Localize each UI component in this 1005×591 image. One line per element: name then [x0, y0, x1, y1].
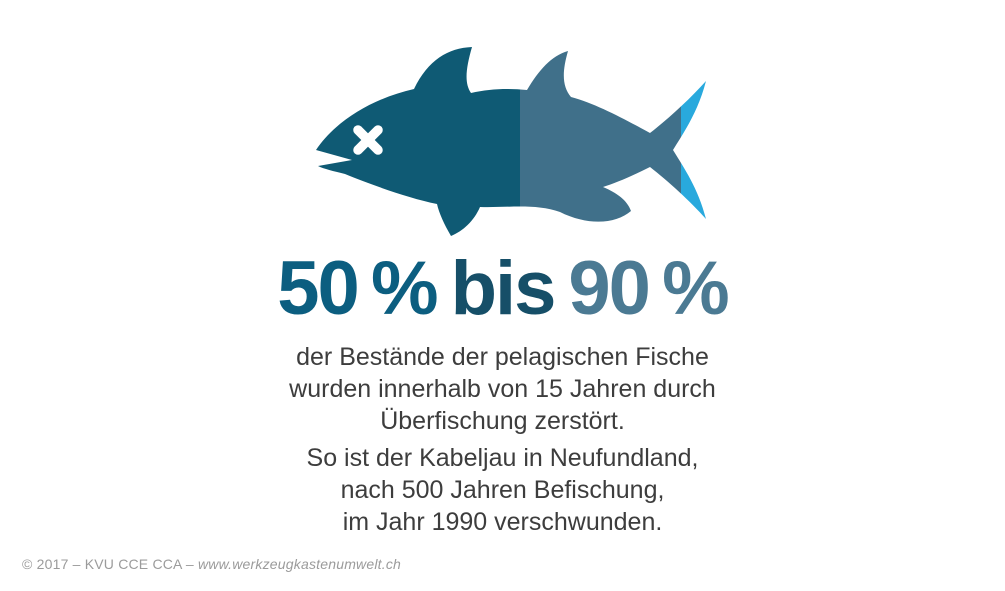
body-line: So ist der Kabeljau in Neufundland,	[306, 444, 699, 472]
fish-tail-accent-segment	[681, 47, 706, 236]
paragraph-overfishing: der Bestände der pelagischen Fische wurd…	[0, 341, 1005, 437]
stat-connector-bis: bis	[450, 246, 557, 331]
footer-credit: © 2017 – KVU CCE CCA – www.werkzeugkaste…	[22, 556, 401, 572]
copyright-text: © 2017 – KVU CCE CCA –	[22, 556, 198, 572]
x-eye-icon	[353, 125, 383, 155]
fish-mid-segment	[520, 47, 681, 236]
headline-statistic: 50 % bis 90 %	[0, 246, 1005, 331]
dead-fish-illustration	[316, 47, 706, 236]
website-url: www.werkzeugkastenumwelt.ch	[198, 556, 402, 572]
body-text-block: der Bestände der pelagischen Fische wurd…	[0, 341, 1005, 538]
stat-fifty-percent: 50 %	[277, 246, 438, 331]
stat-ninety-percent: 90 %	[568, 246, 729, 331]
paragraph-cod-example: So ist der Kabeljau in Neufundland, nach…	[0, 442, 1005, 538]
body-line: der Bestände der pelagischen Fische	[296, 343, 709, 371]
fish-front-segment	[316, 47, 520, 236]
body-line: nach 500 Jahren Befischung,	[340, 476, 665, 504]
body-line: im Jahr 1990 verschwunden.	[342, 508, 663, 536]
body-line: Überfischung zerstört.	[380, 407, 625, 435]
body-line: wurden innerhalb von 15 Jahren durch	[289, 375, 716, 403]
